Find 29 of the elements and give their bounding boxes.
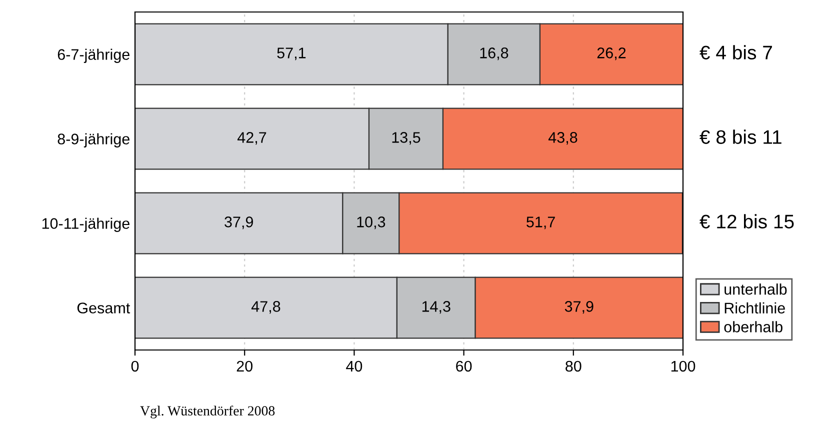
data-label: 42,7: [237, 132, 266, 145]
text: € 4 bis 7: [700, 45, 772, 60]
x-tick-label: 20: [236, 360, 252, 372]
y-tick-label: Gesamt: [77, 302, 130, 314]
data-label: 13,5: [392, 132, 420, 145]
data-label: 26,2: [597, 48, 626, 60]
data-label: 57,1: [277, 48, 306, 60]
x-tick-label: 40: [346, 360, 362, 372]
y-tick-label: 6-7-jährige: [58, 48, 130, 63]
data-label: 43,8: [548, 132, 578, 145]
legend-label: unterhalb: [724, 283, 787, 295]
text: Vgl. Wüstendörfer 2008: [140, 406, 275, 418]
data-label: 37,9: [224, 216, 253, 230]
data-label: 10,3: [357, 216, 386, 230]
y-tick-label: 8-9-jährige: [58, 133, 130, 148]
x-tick-label: 100: [671, 360, 696, 372]
text: € 12 bis 15: [700, 214, 794, 228]
legend-label: Richtlinie: [724, 302, 785, 314]
x-tick-label: 0: [131, 360, 139, 372]
x-tick-label: 80: [566, 360, 582, 372]
y-tick-label: 10-11-jährige: [42, 218, 130, 232]
x-tick-label: 60: [456, 360, 472, 372]
data-label: 37,9: [564, 301, 594, 314]
data-label: 14,3: [422, 301, 450, 314]
text: € 8 bis 11: [700, 130, 782, 144]
data-label: 47,8: [251, 301, 280, 314]
data-label: 51,7: [526, 216, 555, 230]
data-label: 16,8: [480, 48, 508, 60]
legend-label: oberhalb: [724, 321, 782, 332]
